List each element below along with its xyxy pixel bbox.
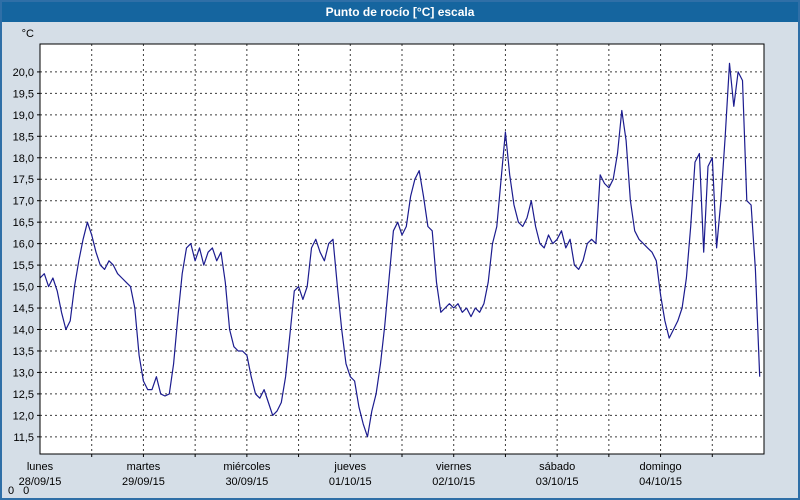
y-tick-label: 16,5 [13,217,34,229]
x-tick-date: 02/10/15 [432,476,475,488]
dewpoint-line-chart: 11,5 12,0 12,5 13,0 13,5 14,0 14,5 15,0 15,5 16,0… [13,28,765,488]
x-tick-day: martes [127,461,161,473]
y-tick-label: 19,5 [13,88,34,100]
y-tick-label: 18,5 [13,131,34,143]
x-tick-date: 01/10/15 [329,476,372,488]
x-tick-date: 30/09/15 [225,476,268,488]
x-tick-date: 28/09/15 [19,476,62,488]
status-values: 0 0 [8,485,30,497]
x-tick-day: viernes [436,461,472,473]
y-tick-label: 15,0 [13,282,34,294]
window-title: Punto de rocío [°C] escala [325,5,475,19]
x-tick-date: 04/10/15 [639,476,682,488]
y-tick-label: 12,5 [13,389,34,401]
chart-area: 11,5 12,0 12,5 13,0 13,5 14,0 14,5 15,0 15,5 16,0… [2,22,798,498]
y-axis-unit-label: °C [22,28,34,40]
x-tick-day: lunes [27,461,54,473]
y-tick-label: 14,5 [13,303,34,315]
x-tick-day: jueves [333,461,366,473]
y-tick-label: 15,5 [13,260,34,272]
y-tick-label: 11,5 [13,432,34,444]
x-tick-day: domingo [639,461,681,473]
y-tick-label: 19,0 [13,110,34,122]
y-tick-label: 17,0 [13,196,34,208]
x-tick-day: miércoles [223,461,271,473]
x-tick-date: 03/10/15 [536,476,579,488]
x-tick-day: sábado [539,461,575,473]
y-tick-label: 16,0 [13,239,34,251]
title-bar: Punto de rocío [°C] escala [2,2,798,22]
y-tick-label: 18,0 [13,153,34,165]
y-tick-label: 20,0 [13,67,34,79]
dewpoint-series-line [39,62,761,438]
y-tick-label: 17,5 [13,174,34,186]
x-tick-date: 29/09/15 [122,476,165,488]
y-tick-label: 13,5 [13,346,34,358]
y-tick-label: 13,0 [13,367,34,379]
y-tick-label: 12,0 [13,410,34,422]
y-tick-label: 14,0 [13,324,34,336]
